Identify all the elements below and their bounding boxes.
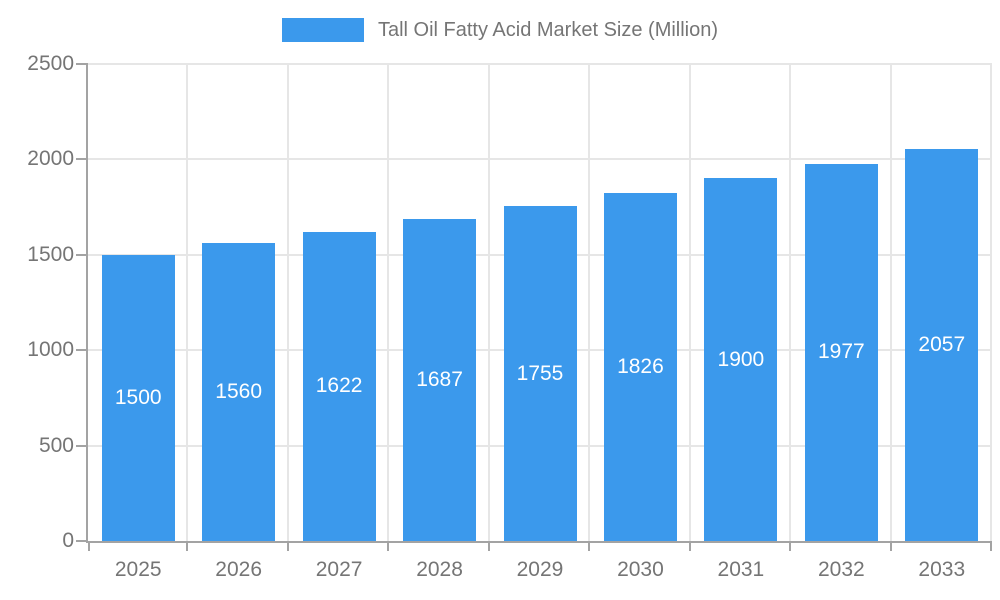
x-axis-tick bbox=[889, 541, 892, 551]
x-axis-label: 2028 bbox=[416, 558, 463, 581]
bar-value-label: 1826 bbox=[617, 354, 664, 378]
bar-value-label: 2057 bbox=[918, 332, 966, 356]
bar-value-label: 1900 bbox=[717, 347, 765, 371]
y-axis-label: 1500 bbox=[27, 242, 74, 266]
bar-value-label: 1687 bbox=[416, 368, 463, 392]
legend-swatch bbox=[281, 18, 364, 42]
y-axis-tick bbox=[76, 63, 88, 65]
x-axis-tick bbox=[688, 541, 691, 551]
legend-label: Tall Oil Fatty Acid Market Size (Million… bbox=[377, 18, 719, 41]
x-axis-tick bbox=[88, 541, 90, 551]
gridline-vertical bbox=[286, 64, 289, 541]
x-axis-label: 2030 bbox=[617, 558, 664, 581]
bar-2028[interactable]: 1687 bbox=[403, 219, 477, 541]
bar-value-label: 1755 bbox=[516, 361, 564, 385]
y-axis-label: 2500 bbox=[27, 52, 74, 75]
bar-2027[interactable]: 1622 bbox=[302, 231, 376, 541]
bar-value-label: 1500 bbox=[114, 385, 162, 409]
x-axis-label: 2026 bbox=[215, 558, 263, 581]
plot-area: 0 500 1000 1500 2000 2500 1500 1560 1622 1687 1755… bbox=[27, 52, 992, 581]
y-axis-tick bbox=[76, 540, 88, 542]
gridline-vertical bbox=[387, 64, 390, 541]
x-axis-label: 2029 bbox=[516, 558, 564, 581]
x-axis-tick bbox=[990, 541, 992, 551]
bar-2030[interactable]: 1826 bbox=[603, 192, 677, 541]
bar-2025[interactable]: 1500 bbox=[101, 254, 175, 541]
bar-2026[interactable]: 1560 bbox=[202, 243, 276, 541]
y-axis-tick bbox=[76, 253, 88, 256]
y-axis-tick bbox=[76, 158, 88, 161]
gridline-vertical bbox=[990, 64, 992, 541]
x-axis-tick bbox=[387, 541, 390, 551]
gridline-horizontal bbox=[88, 63, 992, 65]
gridline-vertical bbox=[487, 64, 490, 541]
bar-2032[interactable]: 1977 bbox=[804, 163, 878, 541]
x-axis-line bbox=[86, 541, 992, 543]
x-axis-label: 2031 bbox=[717, 558, 765, 581]
legend[interactable]: Tall Oil Fatty Acid Market Size (Million… bbox=[0, 15, 1000, 45]
x-axis-tick bbox=[286, 541, 289, 551]
bar-value-label: 1977 bbox=[817, 340, 865, 364]
bar-2031[interactable]: 1900 bbox=[704, 178, 778, 541]
y-axis-tick bbox=[76, 349, 88, 352]
x-axis-label: 2027 bbox=[315, 558, 363, 581]
x-axis-tick bbox=[789, 541, 792, 551]
gridline-vertical bbox=[588, 64, 591, 541]
bar-2033[interactable]: 2057 bbox=[905, 148, 979, 541]
x-axis-label: 2025 bbox=[114, 558, 162, 581]
gridline-vertical bbox=[186, 64, 189, 541]
y-axis-label: 500 bbox=[38, 433, 74, 457]
y-axis-tick bbox=[76, 444, 88, 447]
bar-value-label: 1560 bbox=[215, 380, 263, 404]
x-axis-tick bbox=[588, 541, 591, 551]
x-axis-label: 2033 bbox=[918, 558, 966, 581]
bar-value-label: 1622 bbox=[315, 374, 363, 398]
y-axis-label: 2000 bbox=[27, 147, 74, 171]
gridline-vertical bbox=[688, 64, 691, 541]
y-axis-label: 1000 bbox=[27, 338, 74, 362]
bar-2029[interactable]: 1755 bbox=[503, 206, 577, 541]
gridline-horizontal bbox=[88, 158, 992, 161]
x-axis-tick bbox=[487, 541, 490, 551]
y-axis-line bbox=[86, 64, 88, 543]
y-axis-label: 0 bbox=[62, 529, 74, 552]
gridline-vertical bbox=[789, 64, 792, 541]
gridline-vertical bbox=[889, 64, 892, 541]
x-axis-label: 2032 bbox=[817, 558, 865, 581]
x-axis-tick bbox=[186, 541, 189, 551]
